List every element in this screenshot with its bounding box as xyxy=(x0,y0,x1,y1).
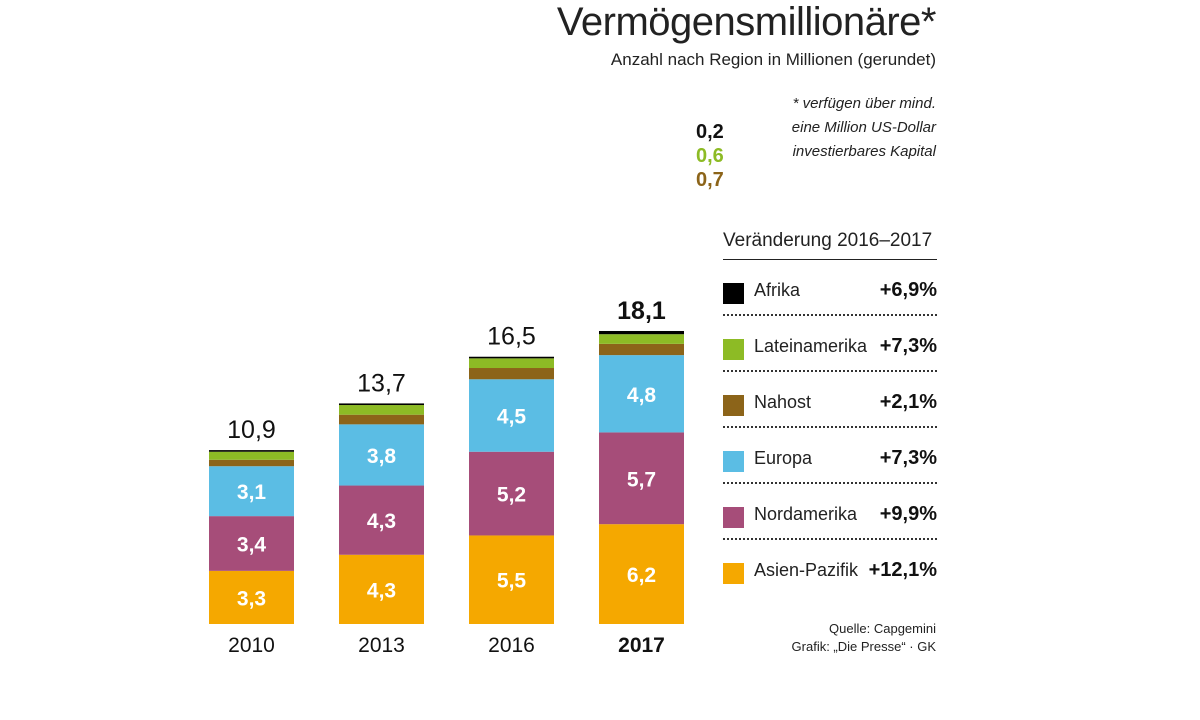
segment-label: 5,2 xyxy=(497,484,526,507)
bar-segment xyxy=(339,424,424,486)
source-credit: Quelle: Capgemini Grafik: „Die Presse“ ·… xyxy=(792,620,936,656)
x-tick-label: 2017 xyxy=(618,634,665,657)
side-segment-label: 0,7 xyxy=(696,169,724,191)
legend: Veränderung 2016–2017 Afrika +6,9% Latei… xyxy=(723,230,937,596)
legend-item-nordamerika: Nordamerika +9,9% xyxy=(723,484,937,540)
bar-segment xyxy=(599,330,684,335)
segment-label: 4,5 xyxy=(497,406,527,429)
bar-segment xyxy=(469,535,554,624)
segment-label: 3,1 xyxy=(237,481,267,504)
source-line: Quelle: Capgemini xyxy=(829,621,936,636)
legend-item-europa: Europa +7,3% xyxy=(723,428,937,484)
x-tick-label: 2016 xyxy=(488,634,535,657)
bar-segment xyxy=(339,485,424,555)
chart-subtitle: Anzahl nach Region in Millionen (gerunde… xyxy=(610,50,936,69)
total-label: 10,9 xyxy=(227,416,276,444)
legend-label: Europa xyxy=(754,448,813,468)
footnote: * verfügen über mind. eine Million US-Do… xyxy=(716,92,936,164)
segment-label: 6,2 xyxy=(627,564,656,587)
bar-segment xyxy=(339,414,424,425)
segment-label: 5,7 xyxy=(627,468,656,491)
side-segment-label: 0,2 xyxy=(696,121,724,143)
bar-segment xyxy=(599,524,684,624)
legend-swatch xyxy=(723,451,744,472)
bar-segment xyxy=(209,516,294,571)
bar-segment xyxy=(339,554,424,624)
bar-segment xyxy=(599,355,684,433)
bar-segment xyxy=(469,451,554,536)
total-label: 18,1 xyxy=(617,297,666,325)
legend-label: Asien-Pazifik xyxy=(754,560,859,580)
legend-item-afrika: Afrika +6,9% xyxy=(723,260,937,316)
bar-segment xyxy=(209,451,294,460)
legend-swatch xyxy=(723,563,744,584)
bar-segment xyxy=(599,432,684,525)
segment-label: 5,5 xyxy=(497,570,527,593)
legend-item-asien-pazifik: Asien-Pazifik +12,1% xyxy=(723,540,937,596)
legend-swatch xyxy=(723,339,744,360)
bar-segment xyxy=(469,358,554,369)
credit-line: Grafik: „Die Presse“ · GK xyxy=(791,639,936,654)
bar-segment xyxy=(599,343,684,356)
bar-segment xyxy=(469,368,554,380)
bar-segment xyxy=(209,466,294,517)
segment-label: 3,8 xyxy=(367,445,397,468)
side-segment-label: 0,6 xyxy=(696,145,724,167)
legend-item-nahost: Nahost +2,1% xyxy=(723,372,937,428)
legend-change: +7,3% xyxy=(879,447,937,469)
legend-change: +9,9% xyxy=(879,503,937,525)
segment-label: 4,8 xyxy=(627,384,657,407)
segment-label: 3,3 xyxy=(237,587,266,610)
bar-segment xyxy=(339,405,424,415)
total-label: 16,5 xyxy=(487,323,536,351)
bar-segment xyxy=(599,334,684,344)
legend-item-lateinamerika: Lateinamerika +7,3% xyxy=(723,316,937,372)
bar-segment xyxy=(469,356,554,359)
legend-label: Lateinamerika xyxy=(754,336,868,356)
legend-change: +6,9% xyxy=(879,279,937,301)
total-label: 13,7 xyxy=(357,369,406,397)
legend-label: Nordamerika xyxy=(754,504,858,524)
footnote-line: eine Million US-Dollar xyxy=(791,119,936,136)
legend-change: +2,1% xyxy=(879,391,937,413)
x-tick-label: 2013 xyxy=(358,634,405,657)
bar-segment xyxy=(339,403,424,406)
legend-label: Nahost xyxy=(754,392,812,412)
x-tick-label: 2010 xyxy=(228,634,275,657)
segment-label: 4,3 xyxy=(367,579,396,602)
chart-title: Vermögensmillionäre* xyxy=(556,0,937,44)
legend-swatch xyxy=(723,395,744,416)
legend-change: +12,1% xyxy=(868,559,937,581)
footnote-line: * verfügen über mind. xyxy=(792,95,936,112)
bar-segment xyxy=(469,379,554,452)
footnote-line: investierbares Kapital xyxy=(792,143,936,160)
legend-label: Afrika xyxy=(754,280,801,300)
segment-label: 3,4 xyxy=(237,534,267,557)
bar-segment xyxy=(209,450,294,452)
legend-swatch xyxy=(723,283,744,304)
bar-segment xyxy=(209,459,294,467)
legend-swatch xyxy=(723,507,744,528)
legend-change: +7,3% xyxy=(879,335,937,357)
legend-title: Veränderung 2016–2017 xyxy=(723,230,937,260)
bar-segment xyxy=(209,570,294,624)
segment-label: 4,3 xyxy=(367,510,396,533)
